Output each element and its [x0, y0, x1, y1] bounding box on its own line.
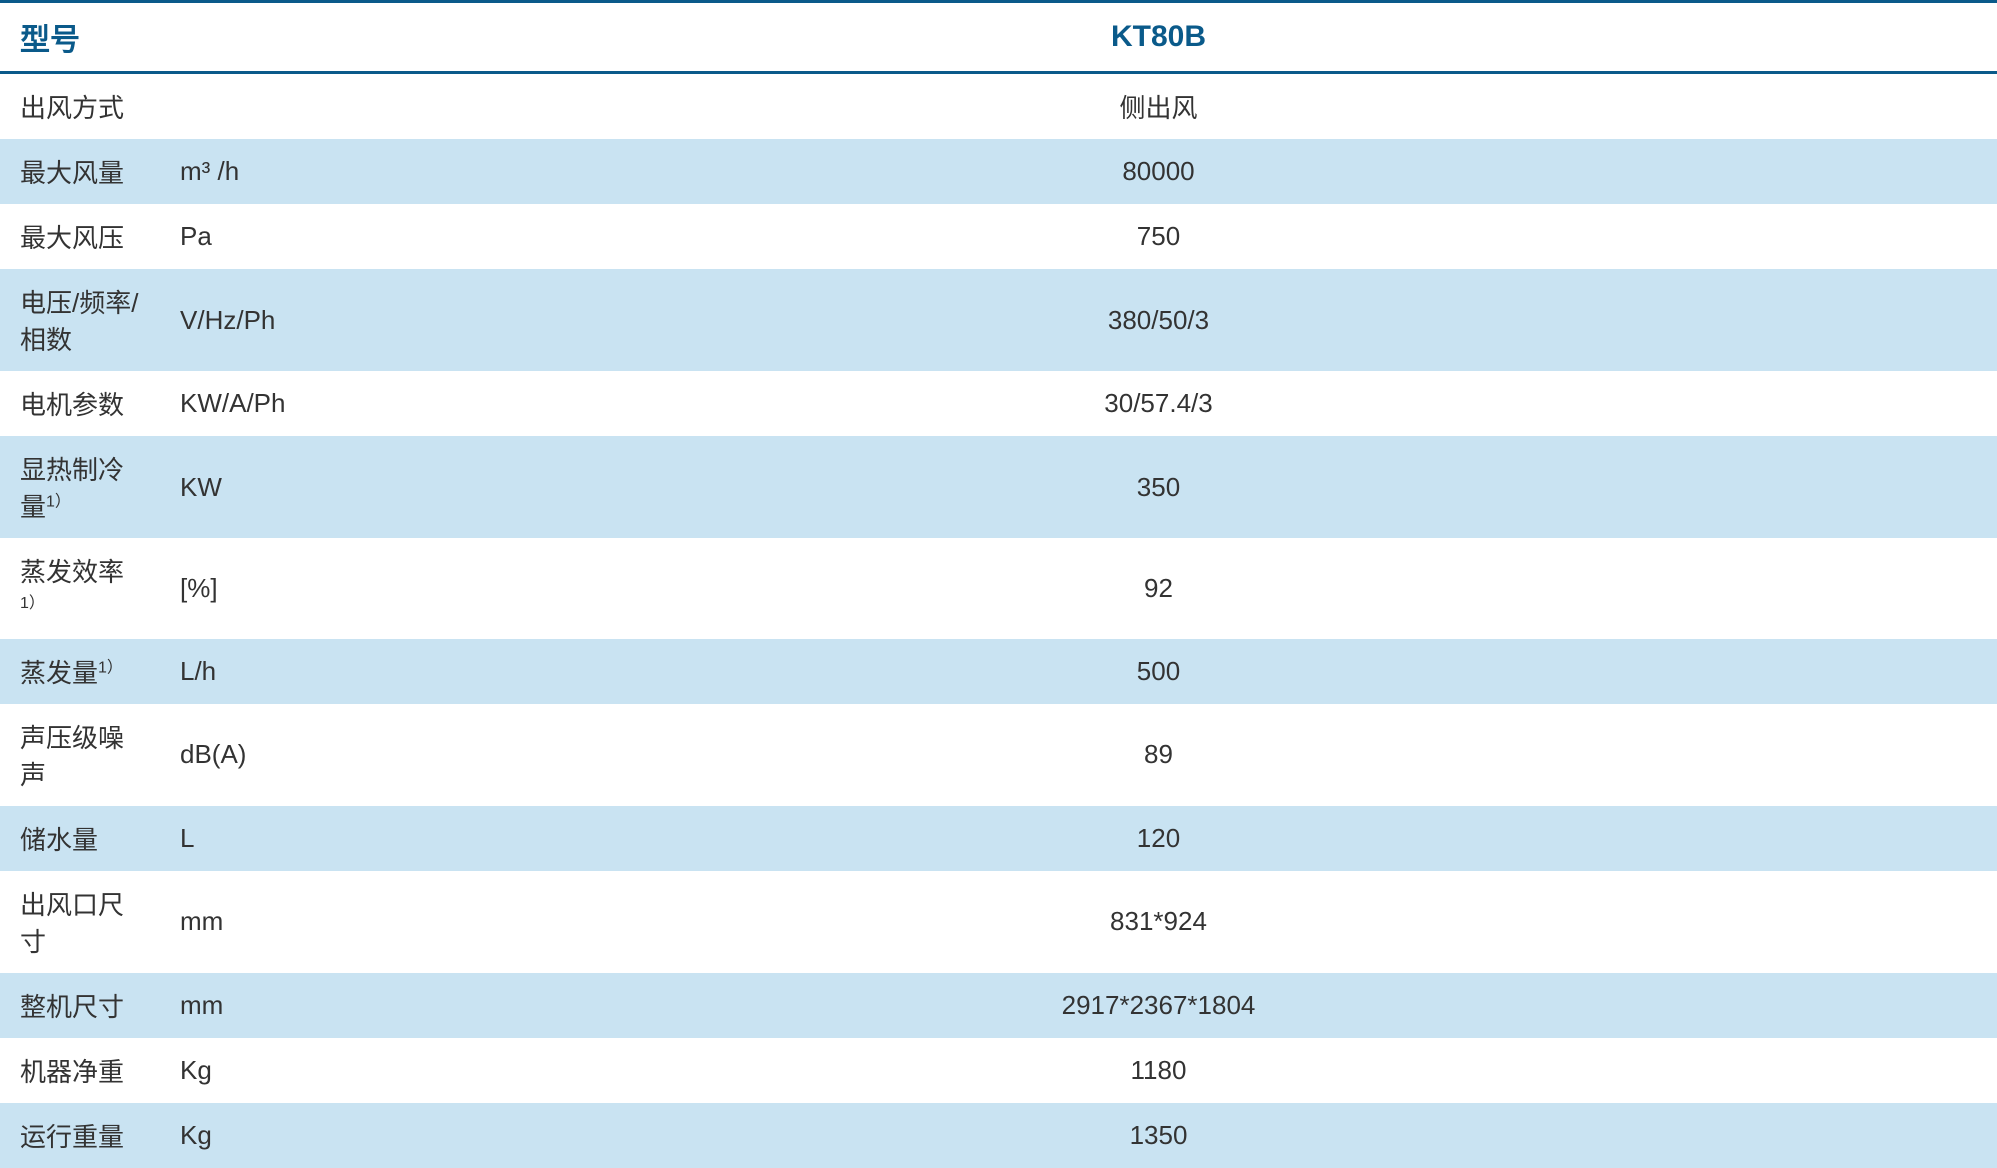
- table-row: 机器净重Kg1180: [0, 1038, 1997, 1103]
- row-label: 储水量: [0, 806, 160, 871]
- row-value: 80000: [320, 139, 1997, 204]
- row-label: 整机尺寸: [0, 973, 160, 1038]
- row-unit: KW: [160, 436, 320, 538]
- table-row: 电压/频率/相数V/Hz/Ph380/50/3: [0, 269, 1997, 371]
- row-label: 运行重量: [0, 1103, 160, 1168]
- row-label: 出风方式: [0, 73, 160, 140]
- row-label: 机器净重: [0, 1038, 160, 1103]
- table-row: 出风口尺寸mm831*924: [0, 871, 1997, 973]
- row-unit: mm: [160, 871, 320, 973]
- row-value: 侧出风: [320, 73, 1997, 140]
- row-unit: mm: [160, 973, 320, 1038]
- row-value: 120: [320, 806, 1997, 871]
- table-row: 储水量L120: [0, 806, 1997, 871]
- row-label-superscript: 1）: [20, 595, 45, 612]
- row-unit: V/Hz/Ph: [160, 269, 320, 371]
- header-label: 型号: [0, 2, 320, 73]
- table-row: 显热制冷量1）KW350: [0, 436, 1997, 538]
- row-label: 电压/频率/相数: [0, 269, 160, 371]
- row-value: 831*924: [320, 871, 1997, 973]
- row-value: 380/50/3: [320, 269, 1997, 371]
- row-value: 2917*2367*1804: [320, 973, 1997, 1038]
- table-row: 蒸发效率1）[%]92: [0, 538, 1997, 639]
- row-value: 30/57.4/3: [320, 371, 1997, 436]
- table-body: 出风方式侧出风最大风量m³ /h80000最大风压Pa750电压/频率/相数V/…: [0, 73, 1997, 1168]
- table-row: 运行重量Kg1350: [0, 1103, 1997, 1168]
- table-row: 最大风压Pa750: [0, 204, 1997, 269]
- row-unit: KW/A/Ph: [160, 371, 320, 436]
- row-value: 500: [320, 639, 1997, 704]
- table-row: 电机参数KW/A/Ph30/57.4/3: [0, 371, 1997, 436]
- row-value: 89: [320, 704, 1997, 806]
- row-label: 显热制冷量1）: [0, 436, 160, 538]
- row-unit: dB(A): [160, 704, 320, 806]
- table-header-row: 型号 KT80B: [0, 2, 1997, 73]
- row-label: 最大风压: [0, 204, 160, 269]
- row-value: 350: [320, 436, 1997, 538]
- table-row: 最大风量m³ /h80000: [0, 139, 1997, 204]
- row-label-superscript: 1）: [98, 659, 123, 676]
- row-unit: Kg: [160, 1038, 320, 1103]
- row-label: 蒸发量1）: [0, 639, 160, 704]
- row-unit: [%]: [160, 538, 320, 639]
- row-label: 电机参数: [0, 371, 160, 436]
- row-value: 1180: [320, 1038, 1997, 1103]
- row-label: 蒸发效率1）: [0, 538, 160, 639]
- table-row: 整机尺寸mm2917*2367*1804: [0, 973, 1997, 1038]
- row-unit: [160, 73, 320, 140]
- row-label-superscript: 1）: [46, 493, 71, 510]
- row-unit: L: [160, 806, 320, 871]
- row-unit: m³ /h: [160, 139, 320, 204]
- row-value: 1350: [320, 1103, 1997, 1168]
- row-unit: L/h: [160, 639, 320, 704]
- row-value: 750: [320, 204, 1997, 269]
- row-label: 出风口尺寸: [0, 871, 160, 973]
- spec-table: 型号 KT80B 出风方式侧出风最大风量m³ /h80000最大风压Pa750电…: [0, 0, 1997, 1168]
- row-unit: Pa: [160, 204, 320, 269]
- table-row: 蒸发量1）L/h500: [0, 639, 1997, 704]
- row-label: 声压级噪声: [0, 704, 160, 806]
- row-label: 最大风量: [0, 139, 160, 204]
- table-row: 声压级噪声dB(A)89: [0, 704, 1997, 806]
- row-value: 92: [320, 538, 1997, 639]
- table-row: 出风方式 侧出风: [0, 73, 1997, 140]
- header-value: KT80B: [320, 2, 1997, 73]
- row-unit: Kg: [160, 1103, 320, 1168]
